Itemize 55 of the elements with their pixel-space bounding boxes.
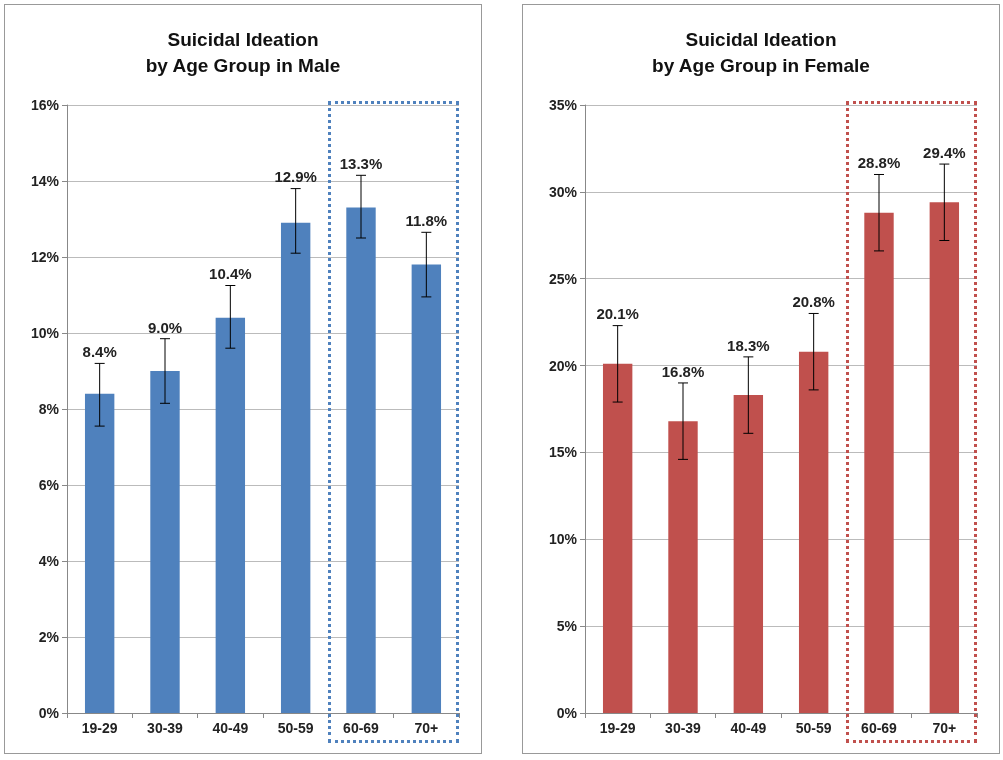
bar [411, 264, 442, 713]
bar [929, 202, 960, 713]
data-label: 29.4% [923, 143, 966, 161]
bar [798, 351, 829, 713]
chart-title: Suicidal Ideation by Age Group in Female [652, 28, 870, 76]
y-tick-label: 20% [548, 357, 578, 374]
bar [733, 395, 764, 713]
y-tick-label: 8% [38, 401, 60, 417]
data-label: 20.1% [596, 305, 639, 323]
x-tick-label: 60-69 [861, 720, 898, 736]
y-tick-label: 4% [38, 553, 60, 569]
data-label: 11.8% [405, 212, 448, 230]
x-tick-label: 70+ [414, 720, 439, 736]
x-tick-label: 30-39 [665, 720, 702, 736]
x-tick-label: 50-59 [277, 720, 314, 736]
data-label: 9.0% [147, 318, 183, 336]
y-tick-label: 10% [30, 325, 60, 341]
x-tick-label: 40-49 [730, 720, 767, 736]
bar [215, 317, 246, 713]
x-tick-label: 70+ [932, 720, 957, 736]
y-tick-label: 2% [38, 629, 60, 645]
bar [668, 421, 698, 713]
bar [280, 222, 311, 713]
bar [346, 207, 376, 713]
y-tick-label: 25% [548, 270, 578, 287]
x-tick-label: 19-29 [599, 720, 636, 736]
data-label: 8.4% [82, 343, 117, 361]
data-label: 20.8% [792, 293, 835, 311]
bar [864, 212, 894, 713]
x-tick-label: 30-39 [147, 720, 184, 736]
y-tick-label: 12% [30, 249, 60, 265]
y-tick-label: 14% [30, 173, 60, 189]
bar [602, 363, 633, 713]
y-tick-label: 16% [30, 97, 60, 113]
data-label: 18.3% [727, 336, 770, 354]
data-label: 28.8% [857, 154, 901, 172]
x-tick-label: 40-49 [212, 720, 249, 736]
y-tick-label: 5% [556, 618, 578, 635]
x-tick-label: 60-69 [343, 720, 380, 736]
bar [150, 371, 180, 713]
y-tick-label: 30% [548, 183, 578, 200]
data-label: 10.4% [209, 265, 252, 283]
y-tick-label: 0% [556, 705, 578, 721]
chart-title: Suicidal Ideation by Age Group in Male [145, 28, 341, 76]
bar [84, 393, 115, 713]
y-tick-label: 0% [38, 705, 60, 721]
data-label: 13.3% [339, 155, 383, 173]
data-label: 16.8% [661, 362, 705, 380]
y-tick-label: 10% [548, 531, 578, 548]
y-tick-label: 15% [548, 444, 578, 461]
y-tick-label: 35% [548, 97, 578, 113]
x-tick-label: 50-59 [795, 720, 832, 736]
x-tick-label: 19-29 [81, 720, 118, 736]
data-label: 12.9% [274, 168, 317, 186]
y-tick-label: 6% [38, 477, 60, 493]
